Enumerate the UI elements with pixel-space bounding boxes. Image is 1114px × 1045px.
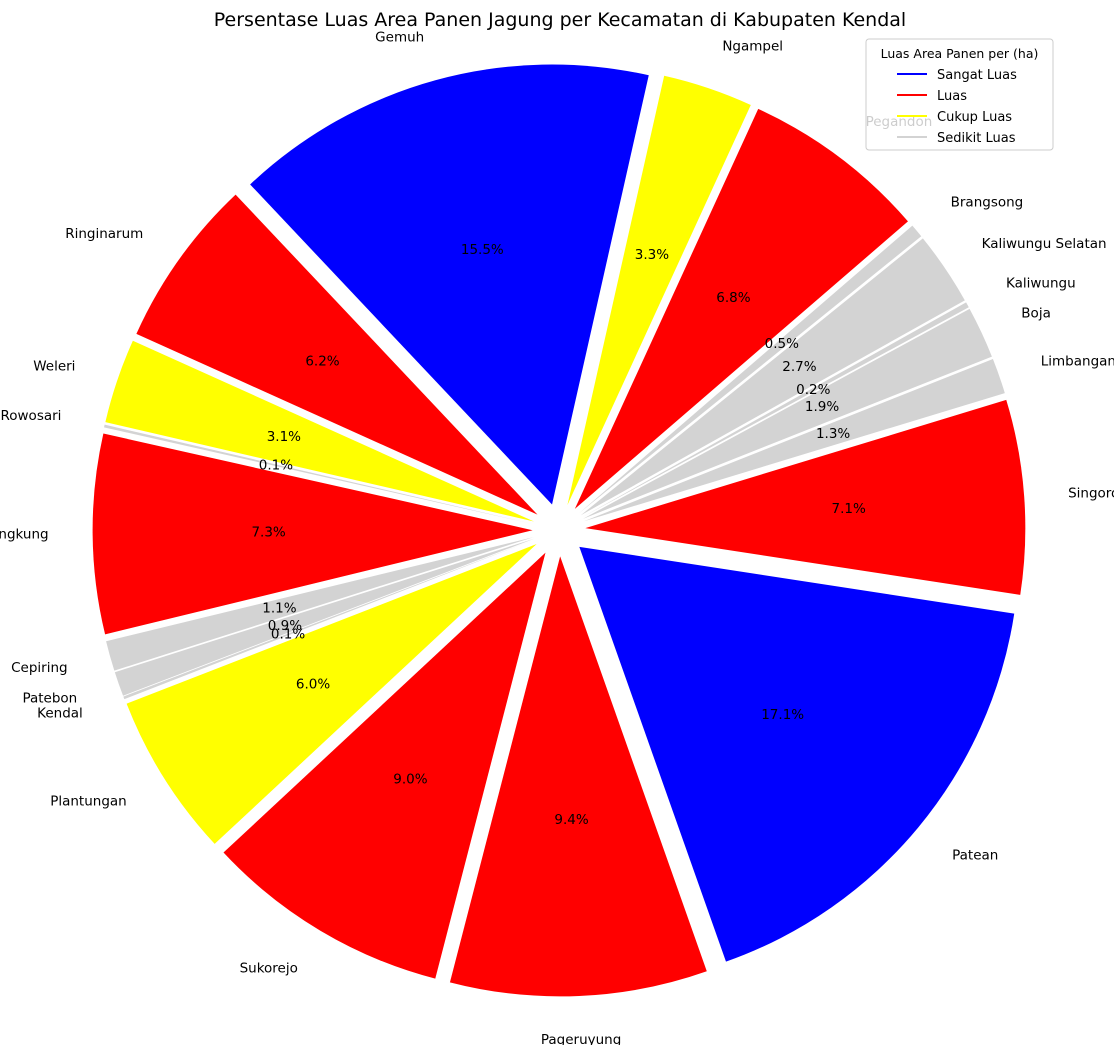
pie-slice-boja — [582, 308, 992, 519]
pie-slice-pageruyung — [449, 556, 707, 997]
category-label-kaliwungu: Kaliwungu — [1006, 276, 1076, 292]
category-label-cepiring: Cepiring — [11, 660, 67, 676]
category-label-sukorejo: Sukorejo — [240, 961, 298, 977]
category-label-kaliwungu-selatan: Kaliwungu Selatan — [982, 236, 1107, 252]
category-labels: Gemuh Ringinarum Weleri Rowosari Kangkung Cep… — [0, 30, 1114, 1045]
category-label-patean: Patean — [952, 848, 998, 864]
pct-label-kangkung: 7.3% — [251, 524, 285, 540]
legend-label-luas: Luas — [937, 89, 967, 104]
pct-label-kaliwungu: 0.2% — [796, 382, 830, 398]
category-label-ringinarum: Ringinarum — [65, 226, 143, 242]
pct-label-singorojo: 7.1% — [831, 501, 865, 517]
legend-label-sedikit-luas: Sedikit Luas — [937, 131, 1016, 146]
pct-label-ringinarum: 6.2% — [305, 353, 339, 369]
legend-title: Luas Area Panen per (ha) — [881, 46, 1039, 61]
percent-labels: 15.5%6.2%3.1%0.1%7.3%1.1%0.9%0.1%6.0%9.0… — [251, 242, 866, 828]
pie-slices — [92, 64, 1026, 997]
pie-slice-kaliwungu-selatan — [580, 238, 965, 516]
category-label-singorojo: Singorojo — [1068, 485, 1114, 501]
pct-label-kendal: 0.1% — [271, 627, 305, 643]
legend: Luas Area Panen per (ha) Sangat Luas Lua… — [865, 38, 1054, 151]
category-label-limbangan: Limbangan — [1041, 353, 1114, 369]
pie-slice-cepiring — [106, 537, 534, 671]
pie-slice-kangkung — [92, 433, 533, 635]
pct-label-gemuh: 15.5% — [461, 242, 504, 258]
pie-slice-ringinarum — [136, 194, 538, 515]
pct-label-patebon: 0.9% — [268, 618, 302, 634]
legend-label-sangat-luas: Sangat Luas — [937, 68, 1017, 83]
pct-label-ngampel: 3.3% — [635, 247, 669, 263]
category-label-gemuh: Gemuh — [375, 30, 424, 46]
category-label-rowosari: Rowosari — [0, 408, 61, 424]
category-label-weleri: Weleri — [33, 359, 75, 375]
pct-label-kaliwungu-selatan: 2.7% — [782, 359, 816, 375]
chart-title: Persentase Luas Area Panen Jagung per Ke… — [214, 9, 906, 31]
category-label-pageruyung: Pageruyung — [541, 1032, 621, 1045]
pie-slice-kaliwungu — [582, 302, 969, 518]
legend-frame — [865, 38, 1054, 151]
pct-label-limbangan: 1.3% — [816, 426, 850, 442]
pie-slice-kendal — [123, 539, 535, 700]
pct-label-patean: 17.1% — [761, 707, 804, 723]
category-label-plantungan: Plantungan — [50, 793, 127, 809]
category-label-kangkung: Kangkung — [0, 526, 49, 542]
pie-slice-plantungan — [126, 544, 537, 844]
legend-label-cukup-luas: Cukup Luas — [937, 110, 1012, 125]
pie-slice-ngampel — [567, 75, 751, 505]
pct-label-pegandon: 6.8% — [716, 290, 750, 306]
pct-label-brangsong: 0.5% — [765, 336, 799, 352]
pct-label-rowosari: 0.1% — [259, 457, 293, 473]
pie-slice-singorojo — [585, 399, 1026, 595]
pct-label-sukorejo: 9.0% — [393, 772, 427, 788]
category-label-brangsong: Brangsong — [951, 195, 1024, 211]
pie-slice-pegandon — [574, 108, 908, 509]
pct-label-plantungan: 6.0% — [296, 676, 330, 692]
pie-slice-patean — [579, 546, 1015, 962]
pct-label-pageruyung: 9.4% — [554, 812, 588, 828]
pie-slice-limbangan — [583, 359, 1005, 522]
category-label-boja: Boja — [1021, 306, 1051, 322]
pie-slice-sukorejo — [223, 552, 546, 979]
pie-slice-brangsong — [579, 225, 922, 514]
category-label-kendal: Kendal — [37, 706, 83, 722]
pct-label-cepiring: 1.1% — [262, 600, 296, 616]
category-label-patebon: Patebon — [22, 691, 77, 707]
pie-slice-patebon — [114, 538, 535, 696]
pct-label-boja: 1.9% — [805, 399, 839, 415]
category-label-ngampel: Ngampel — [722, 38, 783, 54]
pct-label-weleri: 3.1% — [267, 429, 301, 445]
pie-slice-rowosari — [104, 424, 534, 525]
pie-slice-gemuh — [250, 64, 649, 505]
pie-slice-weleri — [105, 340, 534, 522]
